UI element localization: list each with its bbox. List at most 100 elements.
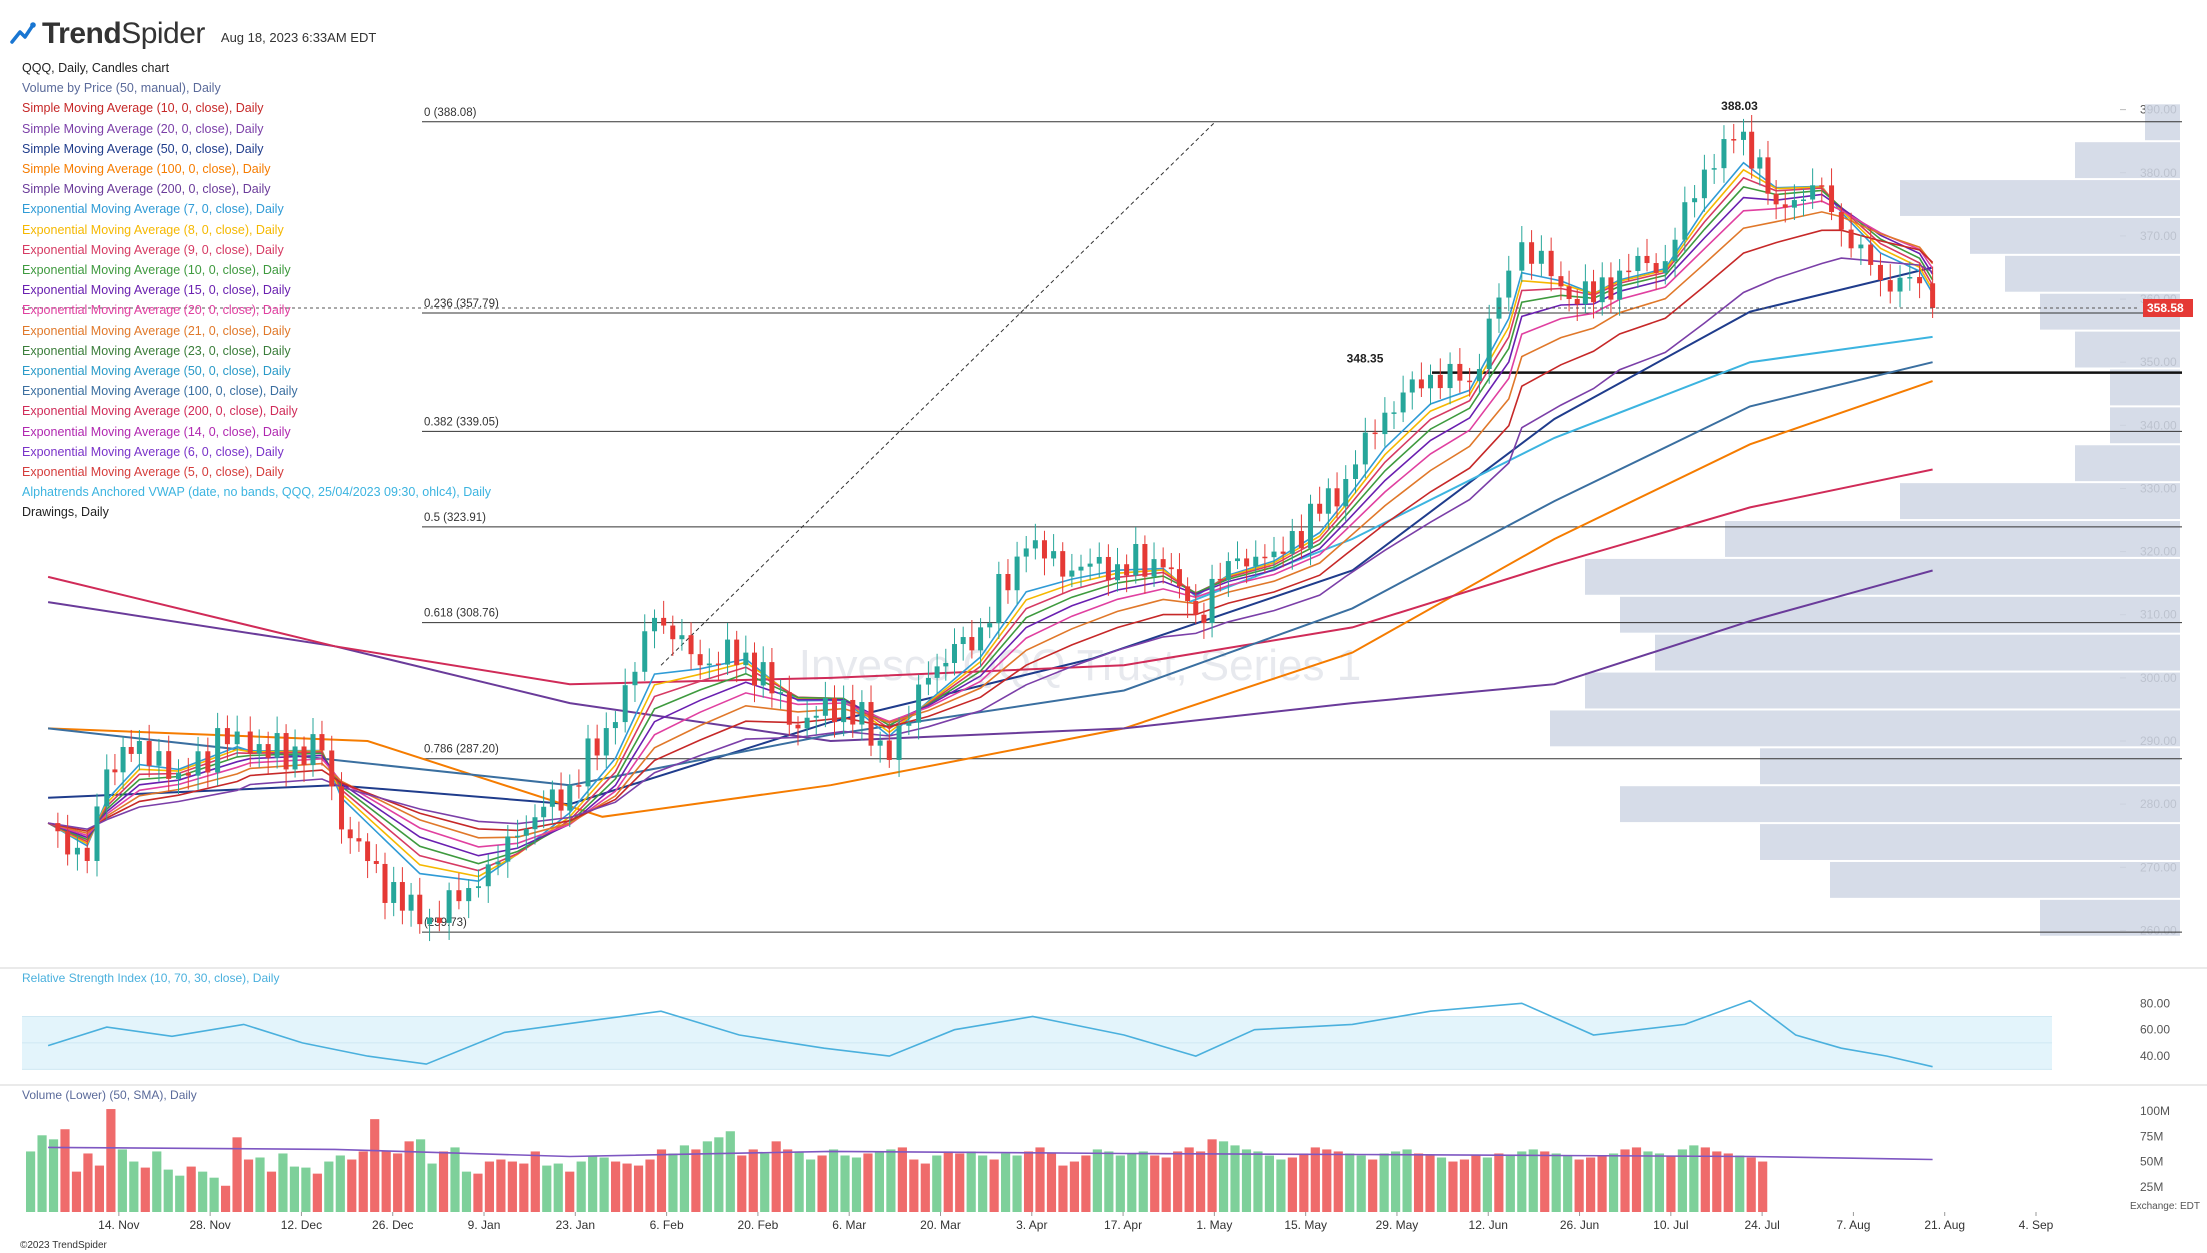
candle-body xyxy=(1325,488,1331,514)
candle-body xyxy=(1608,277,1614,300)
volume-bar xyxy=(932,1155,942,1212)
indicator-legend-item[interactable]: Exponential Moving Average (10, 0, close… xyxy=(22,263,291,278)
volume-bar xyxy=(702,1141,712,1212)
candle-body xyxy=(1519,242,1525,271)
candle-body xyxy=(94,806,100,861)
x-axis-label: 1. May xyxy=(1196,1218,1232,1232)
indicator-legend-item[interactable]: Exponential Moving Average (200, 0, clos… xyxy=(22,404,298,419)
volume-bar xyxy=(1012,1155,1022,1212)
candle-body xyxy=(1234,558,1240,562)
indicator-legend-item[interactable]: Volume by Price (50, manual), Daily xyxy=(22,81,221,96)
candle-body xyxy=(987,623,993,628)
volume-by-price-bar xyxy=(1550,710,2180,747)
candle-body xyxy=(813,715,819,718)
volume-bar xyxy=(1563,1155,1573,1212)
candle-body xyxy=(128,746,134,754)
candle-body xyxy=(1591,281,1597,303)
candle-body xyxy=(1701,169,1707,199)
volume-bar xyxy=(599,1157,609,1212)
candle-body xyxy=(274,733,280,758)
candle-body xyxy=(301,746,307,766)
volume-bar xyxy=(484,1161,495,1212)
volume-bar xyxy=(48,1139,59,1212)
indicator-legend-item[interactable]: Simple Moving Average (100, 0, close), D… xyxy=(22,162,271,177)
candle-body xyxy=(1032,540,1038,549)
indicator-legend-item[interactable]: Simple Moving Average (200, 0, close), D… xyxy=(22,182,271,197)
x-axis-label: 17. Apr xyxy=(1104,1218,1142,1232)
candle-body xyxy=(752,652,758,686)
indicator-legend-item[interactable]: Simple Moving Average (50, 0, close), Da… xyxy=(22,141,264,156)
indicator-legend-item[interactable]: Simple Moving Average (20, 0, close), Da… xyxy=(22,121,264,136)
x-axis-label: 28. Nov xyxy=(189,1218,230,1232)
volume-bar xyxy=(427,1163,437,1212)
indicator-legend-item[interactable]: Exponential Moving Average (5, 0, close)… xyxy=(22,465,284,480)
indicator-legend-item[interactable]: Exponential Moving Average (23, 0, close… xyxy=(22,343,291,358)
candle-body xyxy=(549,789,555,807)
volume-by-price-bar xyxy=(2040,899,2180,936)
volume-bar xyxy=(1689,1145,1699,1212)
volume-bar xyxy=(633,1165,644,1212)
candle-body xyxy=(960,637,966,645)
fib-level-label: 0.5 (323.91) xyxy=(424,512,486,524)
candle-body xyxy=(319,734,325,751)
volume-bar xyxy=(1482,1157,1492,1212)
indicator-legend-item[interactable]: Exponential Moving Average (9, 0, close)… xyxy=(22,242,284,257)
ema-line xyxy=(47,168,1934,878)
indicator-legend-item[interactable]: Exponential Moving Average (100, 0, clos… xyxy=(22,384,298,399)
candle-body xyxy=(310,734,316,766)
volume-bar xyxy=(1723,1153,1733,1212)
volume-bar xyxy=(1333,1151,1343,1212)
candle-body xyxy=(612,722,618,729)
candle-body xyxy=(120,746,126,773)
indicator-legend-item[interactable]: Exponential Moving Average (20, 0, close… xyxy=(22,303,291,318)
volume-bar xyxy=(1551,1153,1561,1212)
indicator-legend-item[interactable]: Exponential Moving Average (6, 0, close)… xyxy=(22,444,284,459)
indicator-legend-item[interactable]: Exponential Moving Average (50, 0, close… xyxy=(22,364,291,379)
candle-body xyxy=(877,740,883,746)
volume-bar xyxy=(1150,1155,1160,1212)
indicator-legend-item[interactable]: Simple Moving Average (10, 0, close), Da… xyxy=(22,101,264,116)
indicator-legend-item[interactable]: Alphatrends Anchored VWAP (date, no band… xyxy=(22,485,492,500)
volume-bar xyxy=(94,1165,105,1212)
candle-body xyxy=(1005,573,1011,591)
candle-body xyxy=(1782,204,1788,208)
indicator-legend-item[interactable]: Exponential Moving Average (21, 0, close… xyxy=(22,323,291,338)
indicator-legend-item[interactable]: Exponential Moving Average (7, 0, close)… xyxy=(22,202,284,217)
candle-body xyxy=(1115,564,1121,581)
volume-bar xyxy=(1035,1147,1045,1212)
candle-body xyxy=(1334,488,1340,507)
candle-body xyxy=(104,769,110,807)
volume-bar xyxy=(1391,1151,1401,1212)
volume-bar xyxy=(347,1159,357,1212)
candle-body xyxy=(1848,229,1854,249)
candle-body xyxy=(743,652,749,666)
volume-bar xyxy=(1517,1151,1527,1212)
volume-bar xyxy=(496,1159,506,1212)
candle-body xyxy=(365,841,371,862)
volume-axis-label: 75M xyxy=(2140,1129,2163,1143)
fib-level-label: 0.236 (357.79) xyxy=(424,298,499,310)
candle-body xyxy=(1343,478,1349,507)
symbol-line[interactable]: QQQ, Daily, Candles chart xyxy=(22,61,170,75)
indicator-legend-item[interactable]: Exponential Moving Average (8, 0, close)… xyxy=(22,222,284,237)
candle-body xyxy=(495,861,501,865)
exchange-label: Exchange: EDT xyxy=(2130,1201,2200,1212)
candle-body xyxy=(603,728,609,756)
indicator-legend-item[interactable]: Exponential Moving Average (14, 0, close… xyxy=(22,424,291,439)
volume-title: Volume (Lower) (50, SMA), Daily xyxy=(22,1088,197,1102)
candle-body xyxy=(632,671,638,686)
indicator-legend-item[interactable]: Exponential Moving Average (15, 0, close… xyxy=(22,283,291,298)
volume-bar xyxy=(576,1161,586,1212)
volume-bar xyxy=(1586,1157,1596,1212)
x-axis-label: 24. Jul xyxy=(1744,1218,1779,1232)
candle-body xyxy=(224,728,230,745)
candle-body xyxy=(822,698,828,716)
volume-bar xyxy=(1241,1149,1252,1212)
candle-body xyxy=(1599,277,1605,303)
candle-body xyxy=(951,644,957,663)
indicator-legend-item[interactable]: Drawings, Daily xyxy=(22,505,109,520)
volume-bar xyxy=(771,1141,781,1212)
volume-by-price-bar xyxy=(2145,104,2180,141)
